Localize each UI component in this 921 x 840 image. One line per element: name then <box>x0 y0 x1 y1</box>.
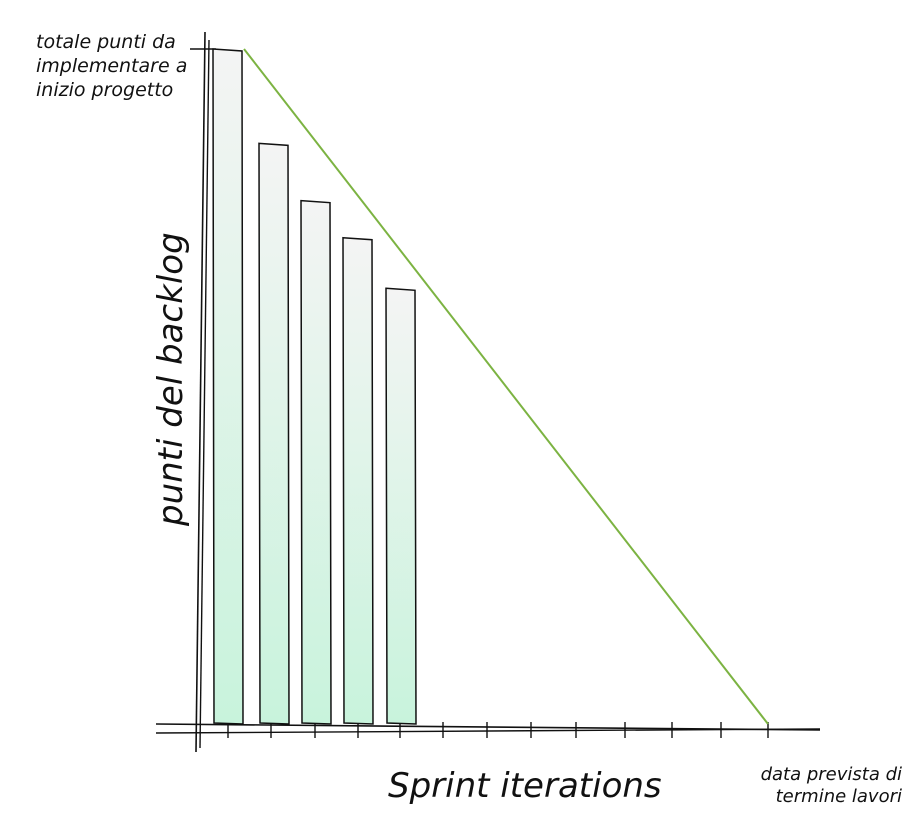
x-axis-ticks <box>227 722 769 738</box>
bar-sprint-5 <box>385 287 417 725</box>
x-axis-line-secondary <box>155 728 821 734</box>
annotation-end-date-line2: termine lavori <box>775 786 902 807</box>
ideal-burndown-line <box>243 48 769 725</box>
ideal-line-group <box>243 48 769 725</box>
annotation-end-date: data prevista di termine lavori <box>712 764 902 808</box>
bar-sprint-2 <box>258 142 290 725</box>
y-axis-line-secondary <box>199 39 210 749</box>
x-axis-label: Sprint iterations <box>388 766 662 806</box>
bar-sprint-1 <box>212 48 244 725</box>
y-axis-label: punti del backlog <box>151 232 191 527</box>
annotation-end-date-line1: data prevista di <box>760 764 902 785</box>
y-axis-line <box>195 31 206 753</box>
bar-sprint-3 <box>300 199 332 725</box>
annotation-total-points: totale punti da implementare a inizio pr… <box>36 31 188 101</box>
bar-sprint-4 <box>342 236 374 725</box>
bars-group <box>212 48 417 725</box>
